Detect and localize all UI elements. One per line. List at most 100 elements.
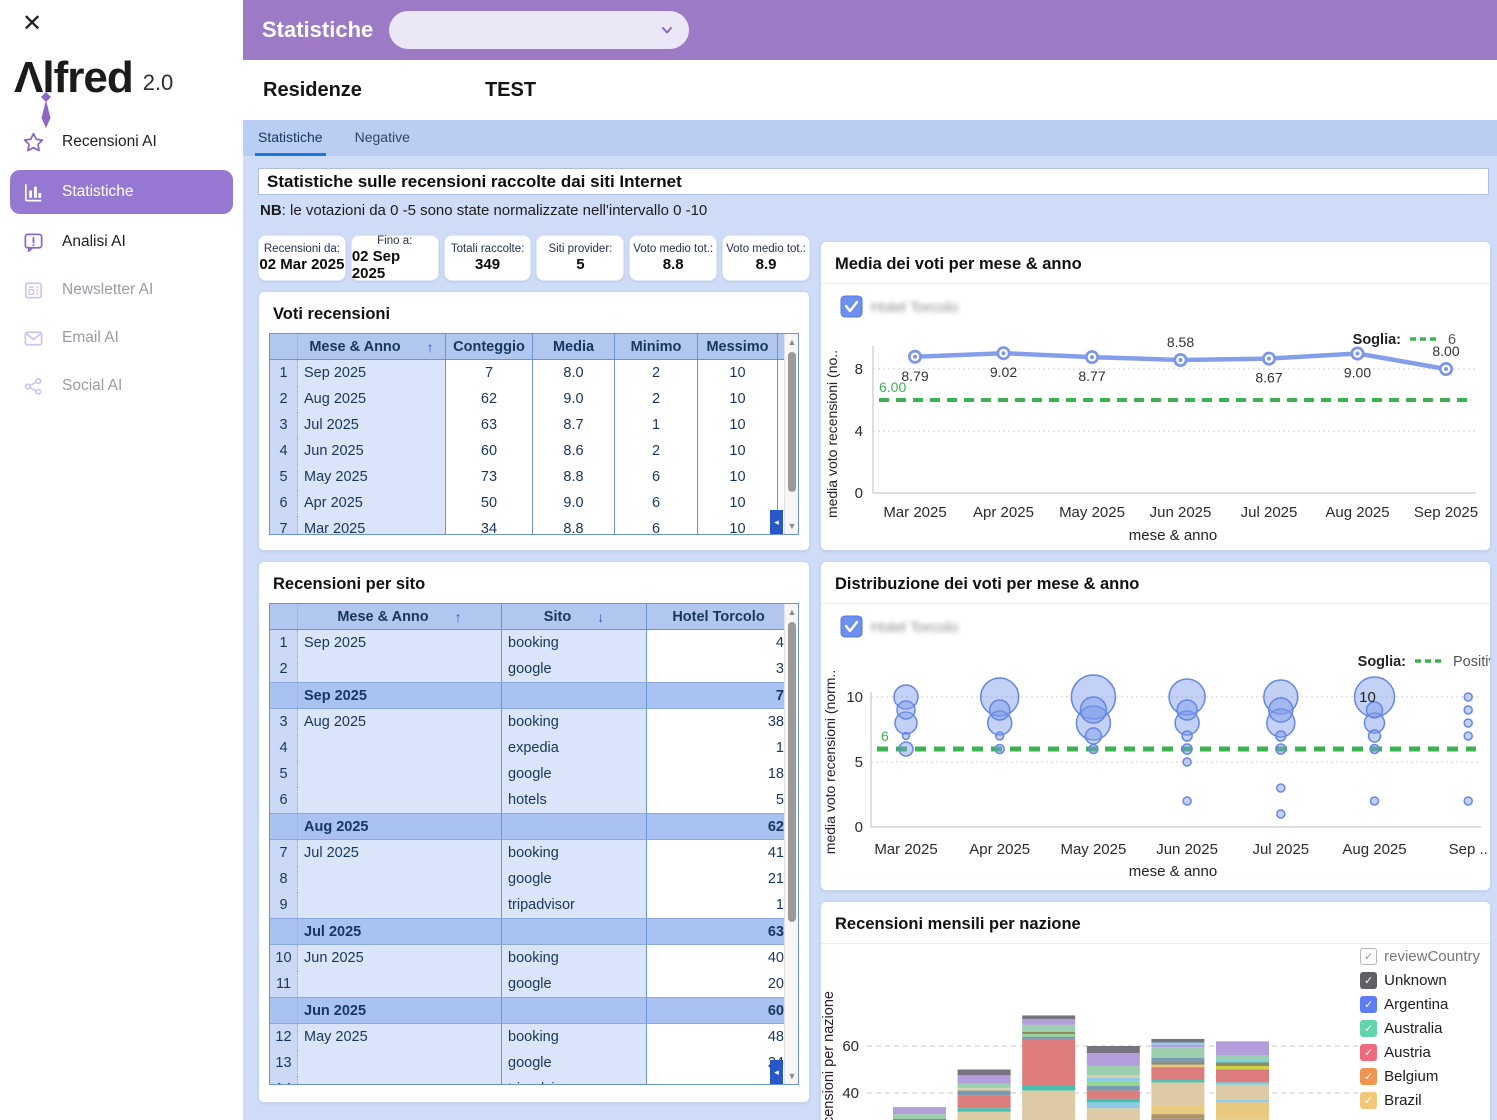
bubble[interactable] [1463,718,1473,728]
series-checkbox[interactable] [840,615,863,638]
bubble[interactable] [1174,710,1200,736]
column-header-mese-anno[interactable]: Mese & Anno ↑ [298,604,502,629]
legend-checkbox[interactable]: ✓ [1360,1044,1378,1061]
table-row[interactable]: 9 tripadvisor 1 [270,892,798,918]
close-icon[interactable]: ✕ [22,10,43,37]
stacked-bar[interactable] [1022,1015,1076,1120]
scroll-thumb[interactable] [788,622,796,922]
table-row[interactable]: 4 expedia 1 [270,735,798,761]
table-row[interactable]: 3 Aug 2025 booking 38 [270,709,798,735]
bubble[interactable] [1176,699,1198,721]
sidebar-item-social-ai[interactable]: Social AI [0,366,243,406]
legend-checkbox[interactable]: ✓ [1360,1068,1378,1085]
bubble[interactable] [1181,743,1193,755]
column-header-mese-anno[interactable]: Mese & Anno ↑ [298,334,446,359]
legend-checkbox[interactable]: ✓ [1360,972,1378,989]
legend-checkbox[interactable]: ✓ [1360,1020,1378,1037]
vertical-scrollbar[interactable]: ▲ ▼ [784,604,798,1084]
bubble[interactable] [898,741,914,757]
distribuzione-voti-chart[interactable]: Hotel Torcolo 10 5 0 6 Soglia: Positivo 10 Mar 2… [821,604,1490,886]
table-row[interactable]: 2 google 3 [270,656,798,682]
legend-item-argentina[interactable]: ✓ Argentina [1360,996,1480,1013]
sidebar-item-recensioni-ai[interactable]: Recensioni AI [0,122,243,162]
bubble[interactable] [1367,729,1382,743]
bubble[interactable] [1182,757,1192,767]
bubble[interactable] [1463,731,1473,741]
stacked-bar[interactable] [893,1107,946,1120]
sidebar-item-email-ai[interactable]: Email AI [0,318,243,358]
bubble[interactable] [1182,796,1192,806]
bubble[interactable] [1369,796,1380,806]
legend-checkbox[interactable]: ✓ [1360,1092,1378,1109]
stacked-bar[interactable] [1216,1041,1269,1120]
bubble[interactable] [1268,697,1294,723]
bubble[interactable] [1369,743,1380,755]
table-row[interactable]: 1 Sep 2025 7 8.0 2 10 [270,360,798,386]
table-row[interactable]: 14tripadvisor1 [270,1076,798,1084]
bubble[interactable] [1088,743,1099,755]
table-row[interactable]: 6 hotels 5 [270,787,798,813]
table-row[interactable]: 5 google 18 [270,761,798,787]
bubble[interactable] [1463,796,1473,806]
subtotal-row[interactable]: Sep 2025 7 [270,682,798,709]
column-header-media[interactable]: Media [533,334,615,359]
sidebar-item-statistiche[interactable]: Statistiche [10,170,233,214]
bubble[interactable] [1079,696,1108,724]
table-row[interactable]: 12 May 2025 booking 48 [270,1024,798,1050]
bubble[interactable] [1276,809,1286,819]
bubble[interactable] [1084,727,1103,745]
table-row[interactable]: 4 Jun 2025 60 8.6 2 10 [270,438,798,464]
stacked-bar[interactable] [1151,1038,1205,1120]
table-row[interactable]: 11 google 20 [270,971,798,997]
bubble[interactable] [1276,783,1286,793]
table-row[interactable]: 2 Aug 2025 62 9.0 2 10 [270,386,798,412]
legend-header-row[interactable]: ✓ reviewCountry [1360,948,1480,965]
subtotal-row[interactable]: Jun 2025 60 [270,997,798,1024]
subtotal-row[interactable]: Aug 2025 62 [270,813,798,840]
table-row[interactable]: 10 Jun 2025 booking 40 [270,945,798,971]
bubble[interactable] [994,743,1005,755]
subtotal-row[interactable]: Jul 2025 63 [270,918,798,945]
reviewcountry-checkbox[interactable]: ✓ [1360,948,1378,965]
table-row[interactable]: 3 Jul 2025 63 8.7 1 10 [270,412,798,438]
scroll-up-arrow[interactable]: ▲ [787,337,797,347]
sidebar-item-analisi-ai[interactable]: Analisi AI [0,222,243,262]
recensioni-nazione-chart[interactable]: 60 40 recensioni per nazione [821,944,1490,1120]
legend-item-austria[interactable]: ✓ Austria [1360,1044,1480,1061]
legend-item-brazil[interactable]: ✓ Brazil [1360,1092,1480,1109]
bubble[interactable] [1275,743,1287,755]
table-row[interactable]: 5 May 2025 73 8.8 6 10 [270,464,798,490]
column-header-conteggio[interactable]: Conteggio [446,334,533,359]
scroll-down-arrow[interactable]: ▼ [787,1071,797,1081]
legend-item-australia[interactable]: ✓ Australia [1360,1020,1480,1037]
h-scroll-handle[interactable]: ◂ [770,510,783,534]
stacked-bar[interactable] [957,1069,1011,1120]
tab-statistiche[interactable]: Statistiche [255,120,326,156]
bubble[interactable] [1353,676,1396,718]
sidebar-item-newsletter-ai[interactable]: Newsletter AI [0,270,243,310]
column-header-hotel-torcolo[interactable]: Hotel Torcolo [647,604,791,629]
scroll-down-arrow[interactable]: ▼ [787,521,797,531]
media-voti-chart[interactable]: Hotel Torcolo 8 4 0 6.00 Soglia: 6 8.79 9.02 8.77… [821,284,1490,546]
h-scroll-handle[interactable]: ◂ [770,1060,783,1084]
column-header-minimo[interactable]: Minimo [615,334,698,359]
scroll-up-arrow[interactable]: ▲ [787,607,797,617]
legend-item-unknown[interactable]: ✓ Unknown [1360,972,1480,989]
bubble[interactable] [1263,679,1299,715]
bubble[interactable] [1363,712,1386,734]
table-row[interactable]: 13 google24 [270,1050,798,1076]
table-row[interactable]: 6 Apr 2025 50 9.0 6 10 [270,490,798,516]
bubble[interactable] [1181,730,1193,742]
vertical-scrollbar[interactable]: ▲ ▼ [784,334,798,534]
bubble[interactable] [1266,708,1296,738]
bubble[interactable] [1275,730,1287,742]
tab-negative[interactable]: Negative [354,128,410,145]
legend-checkbox[interactable]: ✓ [1360,996,1378,1013]
stacked-bar[interactable] [1086,1046,1140,1120]
bubble[interactable] [901,731,911,741]
series-checkbox[interactable] [840,295,863,318]
bubble[interactable] [896,700,916,720]
bubble[interactable] [1463,692,1473,702]
bubble[interactable] [994,731,1005,741]
bubble[interactable] [1365,701,1384,719]
